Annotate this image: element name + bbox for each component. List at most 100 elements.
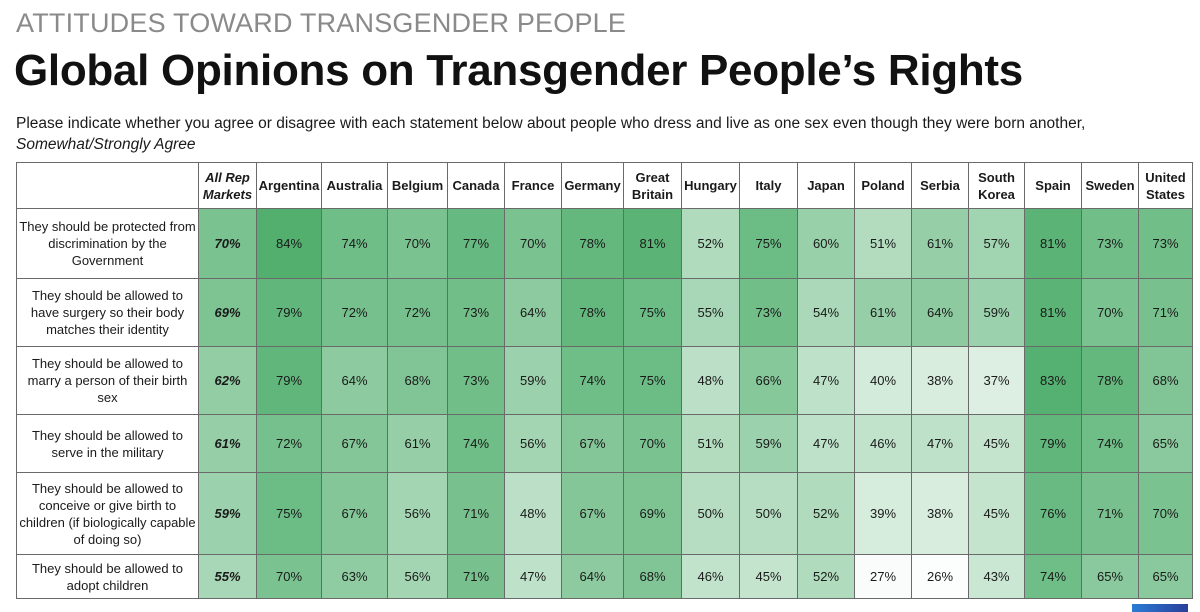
value-cell: 45% [968,414,1025,473]
value-cell: 70% [504,208,562,279]
value-cell: 75% [623,278,682,347]
value-cell: 76% [1024,472,1082,555]
question-statement: Please indicate whether you agree or dis… [16,115,1086,132]
statement-row: They should be allowed to marry a person… [16,346,1193,415]
value-cell: 50% [681,472,740,555]
average-value-cell: 62% [198,346,257,415]
column-header: Hungary [681,162,740,209]
value-cell: 59% [968,278,1025,347]
value-cell: 71% [1138,278,1193,347]
value-cell: 64% [321,346,388,415]
section-kicker: ATTITUDES TOWARD TRANSGENDER PEOPLE [16,8,627,38]
value-cell: 73% [447,346,505,415]
column-header: Argentina [256,162,322,209]
value-cell: 79% [256,278,322,347]
value-cell: 39% [854,472,912,555]
value-cell: 47% [911,414,969,473]
value-cell: 68% [623,554,682,599]
value-cell: 73% [739,278,798,347]
value-cell: 66% [739,346,798,415]
statement-row: They should be allowed to serve in the m… [16,414,1193,473]
value-cell: 52% [797,472,855,555]
value-cell: 54% [797,278,855,347]
value-cell: 68% [1138,346,1193,415]
value-cell: 48% [681,346,740,415]
value-cell: 73% [1081,208,1139,279]
value-cell: 73% [447,278,505,347]
statement-row: They should be protected from discrimina… [16,208,1193,279]
value-cell: 61% [387,414,448,473]
value-cell: 69% [623,472,682,555]
value-cell: 81% [623,208,682,279]
header-row: All Rep Markets Argentina Australia Belgium… [16,162,1193,209]
value-cell: 47% [797,346,855,415]
value-cell: 50% [739,472,798,555]
value-cell: 70% [1138,472,1193,555]
value-cell: 78% [1081,346,1139,415]
value-cell: 46% [681,554,740,599]
question-text: Please indicate whether you agree or dis… [16,113,1186,155]
average-value-cell: 69% [198,278,257,347]
value-cell: 71% [447,472,505,555]
value-cell: 72% [321,278,388,347]
value-cell: 61% [854,278,912,347]
value-cell: 84% [256,208,322,279]
column-header: Spain [1024,162,1082,209]
column-header: Canada [447,162,505,209]
value-cell: 70% [387,208,448,279]
value-cell: 56% [387,472,448,555]
value-cell: 43% [968,554,1025,599]
value-cell: 74% [447,414,505,473]
statement-row: They should be allowed to conceive or gi… [16,472,1193,555]
value-cell: 64% [911,278,969,347]
value-cell: 52% [797,554,855,599]
value-cell: 68% [387,346,448,415]
statement-label: They should be allowed to conceive or gi… [16,472,199,555]
value-cell: 51% [854,208,912,279]
value-cell: 40% [854,346,912,415]
question-answer-scope: Somewhat/Strongly Agree [16,136,196,153]
value-cell: 38% [911,472,969,555]
value-cell: 74% [1081,414,1139,473]
column-header: Great Britain [623,162,682,209]
value-cell: 56% [504,414,562,473]
value-cell: 79% [256,346,322,415]
value-cell: 65% [1081,554,1139,599]
value-cell: 78% [561,278,624,347]
value-cell: 47% [504,554,562,599]
value-cell: 75% [623,346,682,415]
value-cell: 45% [968,472,1025,555]
statement-label: They should be protected from discrimina… [16,208,199,279]
average-value-cell: 59% [198,472,257,555]
value-cell: 73% [1138,208,1193,279]
value-cell: 67% [561,472,624,555]
column-header: All Rep Markets [198,162,257,209]
value-cell: 60% [797,208,855,279]
value-cell: 56% [387,554,448,599]
value-cell: 67% [321,414,388,473]
value-cell: 65% [1138,414,1193,473]
value-cell: 59% [739,414,798,473]
column-header: Australia [321,162,388,209]
value-cell: 75% [739,208,798,279]
value-cell: 71% [1081,472,1139,555]
value-cell: 47% [797,414,855,473]
statement-row: They should be allowed to have surgery s… [16,278,1193,347]
value-cell: 75% [256,472,322,555]
value-cell: 79% [1024,414,1082,473]
value-cell: 26% [911,554,969,599]
opinion-heatmap-table: All Rep Markets Argentina Australia Belgium… [16,162,1193,599]
value-cell: 77% [447,208,505,279]
column-header: Italy [739,162,798,209]
value-cell: 70% [256,554,322,599]
value-cell: 64% [504,278,562,347]
value-cell: 45% [739,554,798,599]
value-cell: 51% [681,414,740,473]
corner-cell [16,162,199,209]
value-cell: 65% [1138,554,1193,599]
value-cell: 63% [321,554,388,599]
value-cell: 81% [1024,278,1082,347]
column-header: Germany [561,162,624,209]
value-cell: 72% [387,278,448,347]
value-cell: 59% [504,346,562,415]
